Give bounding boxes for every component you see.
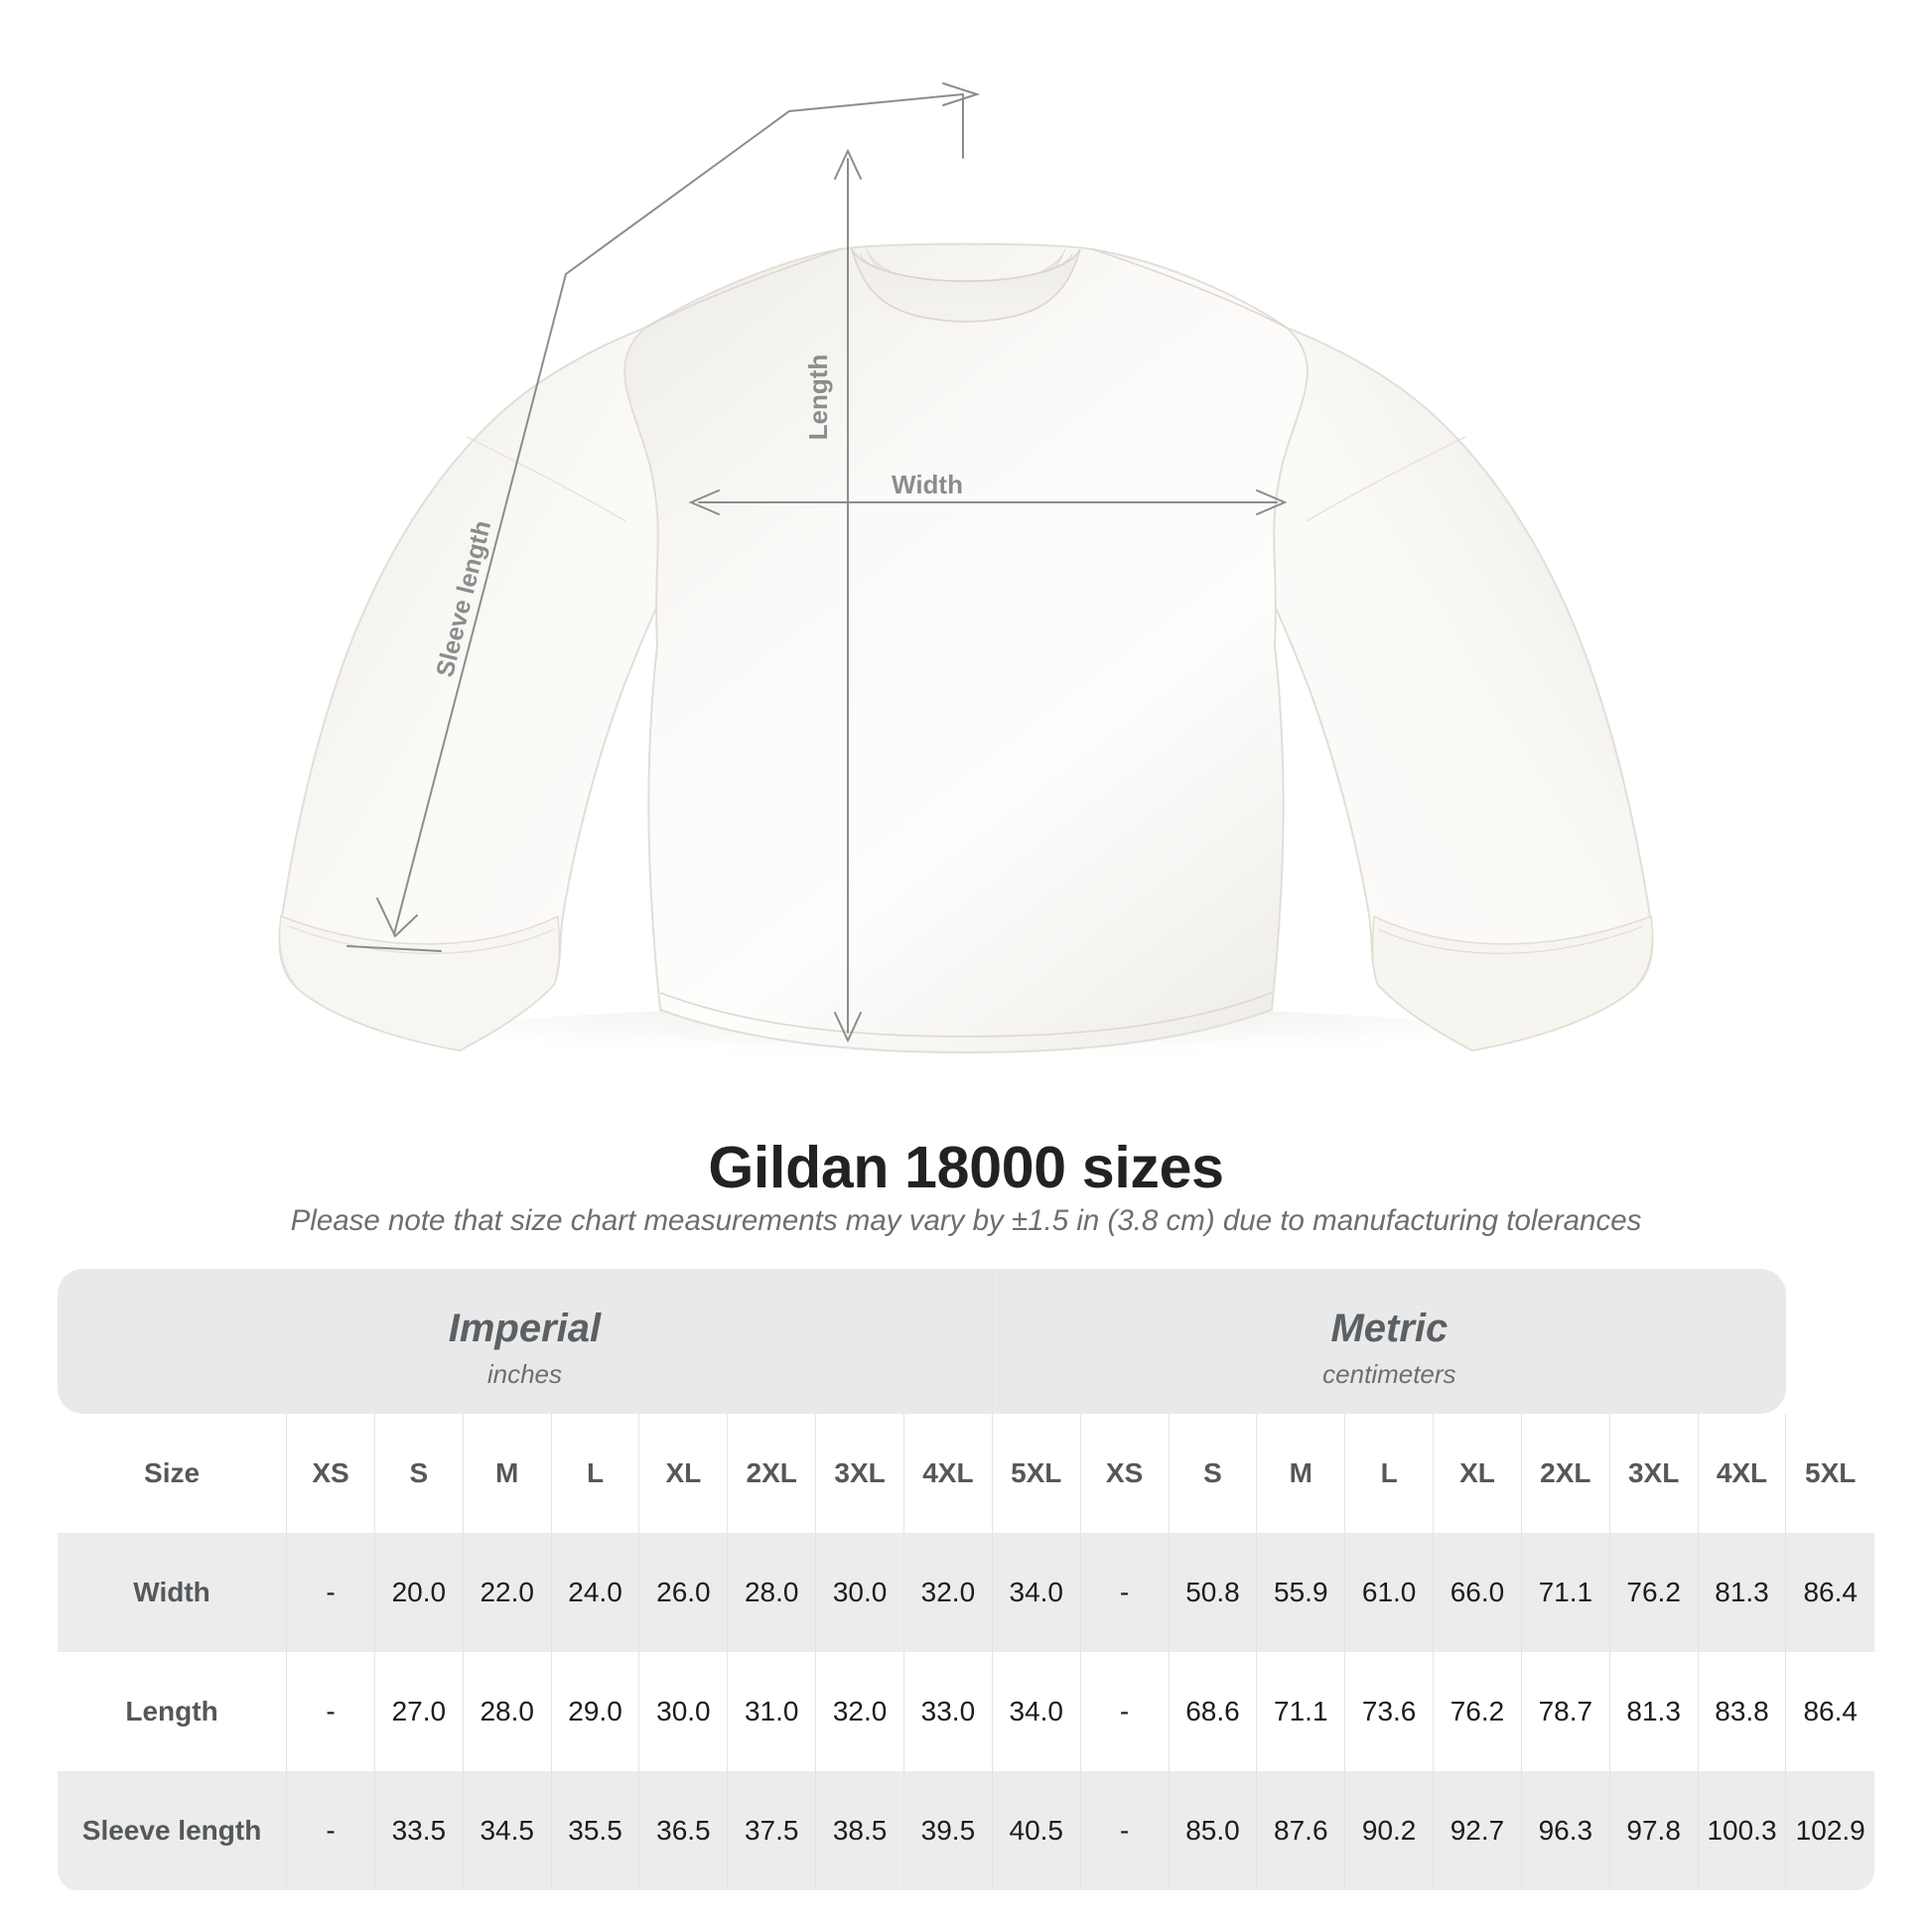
svg-text:Length: Length bbox=[803, 354, 833, 441]
svg-text:Width: Width bbox=[892, 470, 963, 499]
